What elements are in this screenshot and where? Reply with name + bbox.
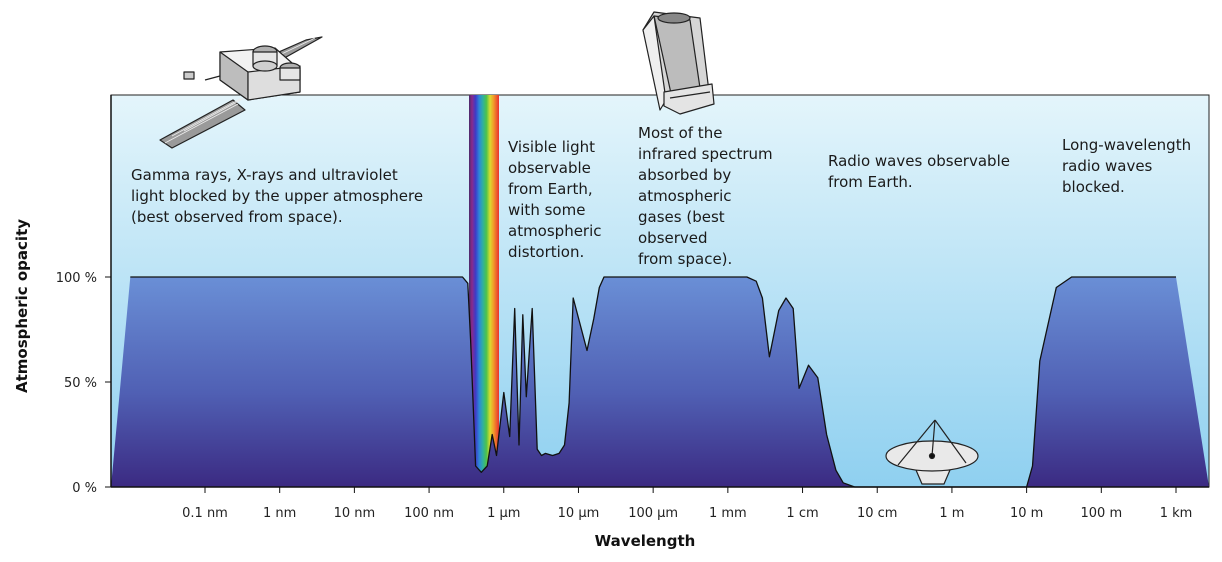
x-tick-label: 1 cm	[786, 506, 818, 521]
x-tick-label: 100 m	[1081, 506, 1123, 521]
infrared-space-telescope-icon	[642, 11, 715, 115]
y-tick-label: 50 %	[64, 376, 97, 391]
x-tick-label: 1 km	[1160, 506, 1193, 521]
opacity-line	[130, 276, 1176, 488]
x-tick-label: 1 µm	[487, 506, 520, 521]
annotation-line: gases (best	[638, 208, 725, 226]
space-telescope-satellite-icon	[159, 36, 323, 149]
annotation-visible-light: Visible light observable from Earth, with s…	[508, 138, 602, 261]
annotation-line: from Earth,	[508, 180, 593, 198]
annotation-line: Most of the	[638, 124, 722, 142]
radio-dish-antenna-icon	[885, 419, 979, 485]
x-axis-title: Wavelength	[595, 532, 696, 550]
annotation-line: from space).	[638, 250, 732, 268]
x-tick-label: 1 mm	[709, 506, 747, 521]
opacity-area	[111, 277, 1209, 487]
annotation-line: (best observed from space).	[131, 208, 343, 226]
annotation-line: infrared spectrum	[638, 145, 773, 163]
annotation-line: atmospheric	[508, 222, 602, 240]
annotation-line: with some	[508, 201, 585, 219]
x-tick-label: 10 nm	[334, 506, 376, 521]
x-tick-label: 100 µm	[628, 506, 678, 521]
x-tick-label: 100 nm	[404, 506, 454, 521]
annotation-line: distortion.	[508, 243, 584, 261]
annotation-line: observable	[508, 159, 591, 177]
annotation-infrared-absorbed: Most of the infrared spectrum absorbed by a…	[638, 124, 773, 268]
x-tick-label: 0.1 nm	[182, 506, 228, 521]
annotation-long-radio-blocked: Long-wavelength radio waves blocked.	[1062, 136, 1191, 196]
annotation-line: radio waves	[1062, 157, 1153, 175]
y-tick-label: 100 %	[56, 271, 97, 286]
annotation-line: Gamma rays, X-rays and ultraviolet	[131, 166, 398, 184]
annotation-line: light blocked by the upper atmosphere	[131, 187, 423, 205]
annotation-line: atmospheric	[638, 187, 732, 205]
annotation-radio-observable: Radio waves observable from Earth.	[828, 152, 1010, 191]
x-tick-label: 10 µm	[558, 506, 600, 521]
y-axis-title: Atmospheric opacity	[13, 219, 31, 393]
annotation-line: Visible light	[508, 138, 595, 156]
annotation-line: blocked.	[1062, 178, 1125, 196]
annotation-line: observed	[638, 229, 708, 247]
annotation-uv-blocked: Gamma rays, X-rays and ultraviolet light …	[131, 166, 423, 226]
x-tick-label: 10 cm	[857, 506, 898, 521]
y-tick-label: 0 %	[72, 481, 97, 496]
x-tick-label: 1 nm	[263, 506, 296, 521]
x-tick-label: 10 m	[1010, 506, 1043, 521]
annotation-line: from Earth.	[828, 173, 913, 191]
x-tick-label: 1 m	[939, 506, 964, 521]
annotation-line: absorbed by	[638, 166, 731, 184]
annotation-line: Radio waves observable	[828, 152, 1010, 170]
annotation-line: Long-wavelength	[1062, 136, 1191, 154]
